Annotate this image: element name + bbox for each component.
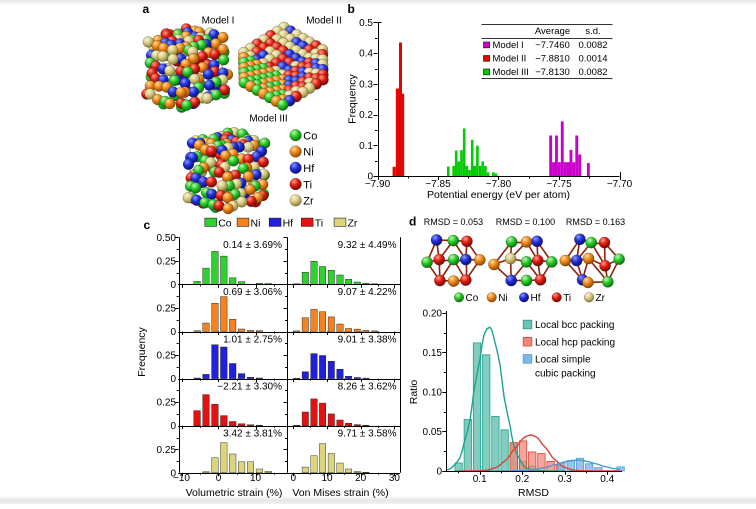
svg-text:0.05: 0.05 (423, 427, 443, 438)
svg-text:9.01 ± 3.38%: 9.01 ± 3.38% (338, 334, 397, 345)
svg-text:1.01 ± 2.75%: 1.01 ± 2.75% (223, 334, 282, 345)
svg-text:b: b (348, 2, 355, 16)
svg-text:Hf: Hf (531, 293, 541, 304)
svg-text:Ratio: Ratio (408, 380, 420, 405)
svg-text:3.42 ± 3.81%: 3.42 ± 3.81% (223, 429, 282, 440)
svg-text:−2.21 ± 3.30%: −2.21 ± 3.30% (217, 381, 282, 392)
svg-text:0.10: 0.10 (423, 387, 443, 398)
svg-text:0.0014: 0.0014 (578, 54, 607, 65)
svg-text:Zr: Zr (348, 217, 358, 229)
svg-text:Average: Average (535, 26, 570, 37)
svg-text:−7.70: −7.70 (607, 179, 633, 190)
svg-text:0.4: 0.4 (600, 474, 614, 485)
svg-text:Zr: Zr (303, 196, 314, 208)
svg-text:0.1: 0.1 (473, 474, 487, 485)
svg-text:0: 0 (291, 473, 297, 484)
svg-text:0: 0 (170, 421, 176, 432)
svg-text:Frequency: Frequency (347, 73, 359, 123)
svg-text:10: 10 (250, 473, 262, 484)
svg-text:Ni: Ni (251, 217, 261, 229)
svg-text:RMSD = 0.100: RMSD = 0.100 (496, 217, 555, 227)
svg-text:Co: Co (466, 293, 479, 304)
svg-text:Ni: Ni (498, 293, 507, 304)
svg-text:Model II: Model II (306, 16, 342, 27)
svg-text:RMSD = 0.053: RMSD = 0.053 (424, 217, 483, 227)
svg-text:Local simple: Local simple (535, 355, 591, 366)
svg-text:0.25: 0.25 (157, 303, 177, 314)
svg-text:0.20: 0.20 (423, 308, 443, 319)
svg-text:Volumetric strain (%): Volumetric strain (%) (186, 487, 283, 499)
svg-text:30: 30 (389, 473, 401, 484)
svg-text:9.71 ± 3.58%: 9.71 ± 3.58% (338, 429, 397, 440)
svg-text:0.2: 0.2 (515, 474, 529, 485)
svg-text:9.32 ± 4.49%: 9.32 ± 4.49% (338, 240, 397, 251)
svg-text:0.2: 0.2 (359, 110, 373, 121)
svg-text:s.d.: s.d. (585, 26, 600, 37)
svg-text:Ti: Ti (303, 179, 312, 191)
svg-text:0: 0 (216, 473, 222, 484)
svg-text:Von Mises strain (%): Von Mises strain (%) (292, 487, 388, 499)
svg-text:0: 0 (170, 280, 176, 291)
svg-text:c: c (144, 218, 151, 232)
svg-text:Hf: Hf (303, 163, 315, 175)
svg-text:Hf: Hf (283, 217, 294, 229)
svg-text:0.25: 0.25 (157, 351, 177, 362)
svg-text:10: 10 (321, 473, 333, 484)
svg-text:Potential energy (eV per atom): Potential energy (eV per atom) (427, 189, 570, 201)
svg-text:0: 0 (170, 374, 176, 385)
svg-text:0.0082: 0.0082 (578, 40, 607, 51)
svg-text:−7.8810: −7.8810 (535, 54, 570, 65)
svg-text:0.5: 0.5 (359, 18, 373, 29)
svg-text:0.25: 0.25 (157, 398, 177, 409)
svg-text:d: d (409, 215, 416, 229)
svg-text:0.25: 0.25 (157, 256, 177, 267)
svg-text:Local hcp packing: Local hcp packing (535, 337, 615, 348)
svg-text:0.3: 0.3 (359, 79, 373, 90)
svg-text:Frequency: Frequency (136, 326, 148, 376)
svg-text:0.3: 0.3 (558, 474, 572, 485)
svg-text:0.15: 0.15 (423, 348, 443, 359)
svg-text:RMSD = 0.163: RMSD = 0.163 (566, 217, 625, 227)
svg-text:−7.8130: −7.8130 (535, 67, 570, 78)
svg-text:9.07 ± 4.22%: 9.07 ± 4.22% (338, 287, 397, 298)
svg-text:0.69 ± 3.06%: 0.69 ± 3.06% (223, 287, 282, 298)
svg-text:0: 0 (436, 466, 442, 477)
svg-text:a: a (143, 2, 150, 16)
svg-text:0.50: 0.50 (157, 233, 177, 244)
svg-text:0: 0 (170, 327, 176, 338)
svg-text:Local bcc packing: Local bcc packing (535, 320, 615, 331)
svg-text:8.26 ± 3.62%: 8.26 ± 3.62% (338, 381, 397, 392)
svg-text:Model II: Model II (493, 54, 527, 65)
svg-text:Ti: Ti (315, 217, 323, 229)
svg-text:Co: Co (303, 130, 317, 142)
svg-text:−10: −10 (173, 473, 190, 484)
svg-text:Zr: Zr (596, 293, 606, 304)
svg-text:0.1: 0.1 (359, 141, 373, 152)
svg-text:0.14 ± 3.69%: 0.14 ± 3.69% (223, 240, 282, 251)
svg-text:0.0082: 0.0082 (578, 67, 607, 78)
svg-text:0.4: 0.4 (359, 49, 373, 60)
svg-text:20: 20 (355, 473, 367, 484)
svg-text:Model I: Model I (202, 16, 235, 27)
svg-text:Ti: Ti (563, 293, 571, 304)
svg-text:−7.7460: −7.7460 (535, 40, 570, 51)
svg-text:Ni: Ni (303, 147, 313, 159)
svg-text:0: 0 (367, 172, 373, 183)
svg-text:0.25: 0.25 (157, 445, 177, 456)
svg-text:Model III: Model III (249, 114, 287, 125)
svg-text:Co: Co (218, 217, 232, 229)
svg-text:cubic packing: cubic packing (535, 369, 596, 380)
svg-text:Model III: Model III (493, 67, 529, 78)
svg-text:Model I: Model I (493, 40, 524, 51)
svg-text:RMSD: RMSD (518, 487, 549, 499)
